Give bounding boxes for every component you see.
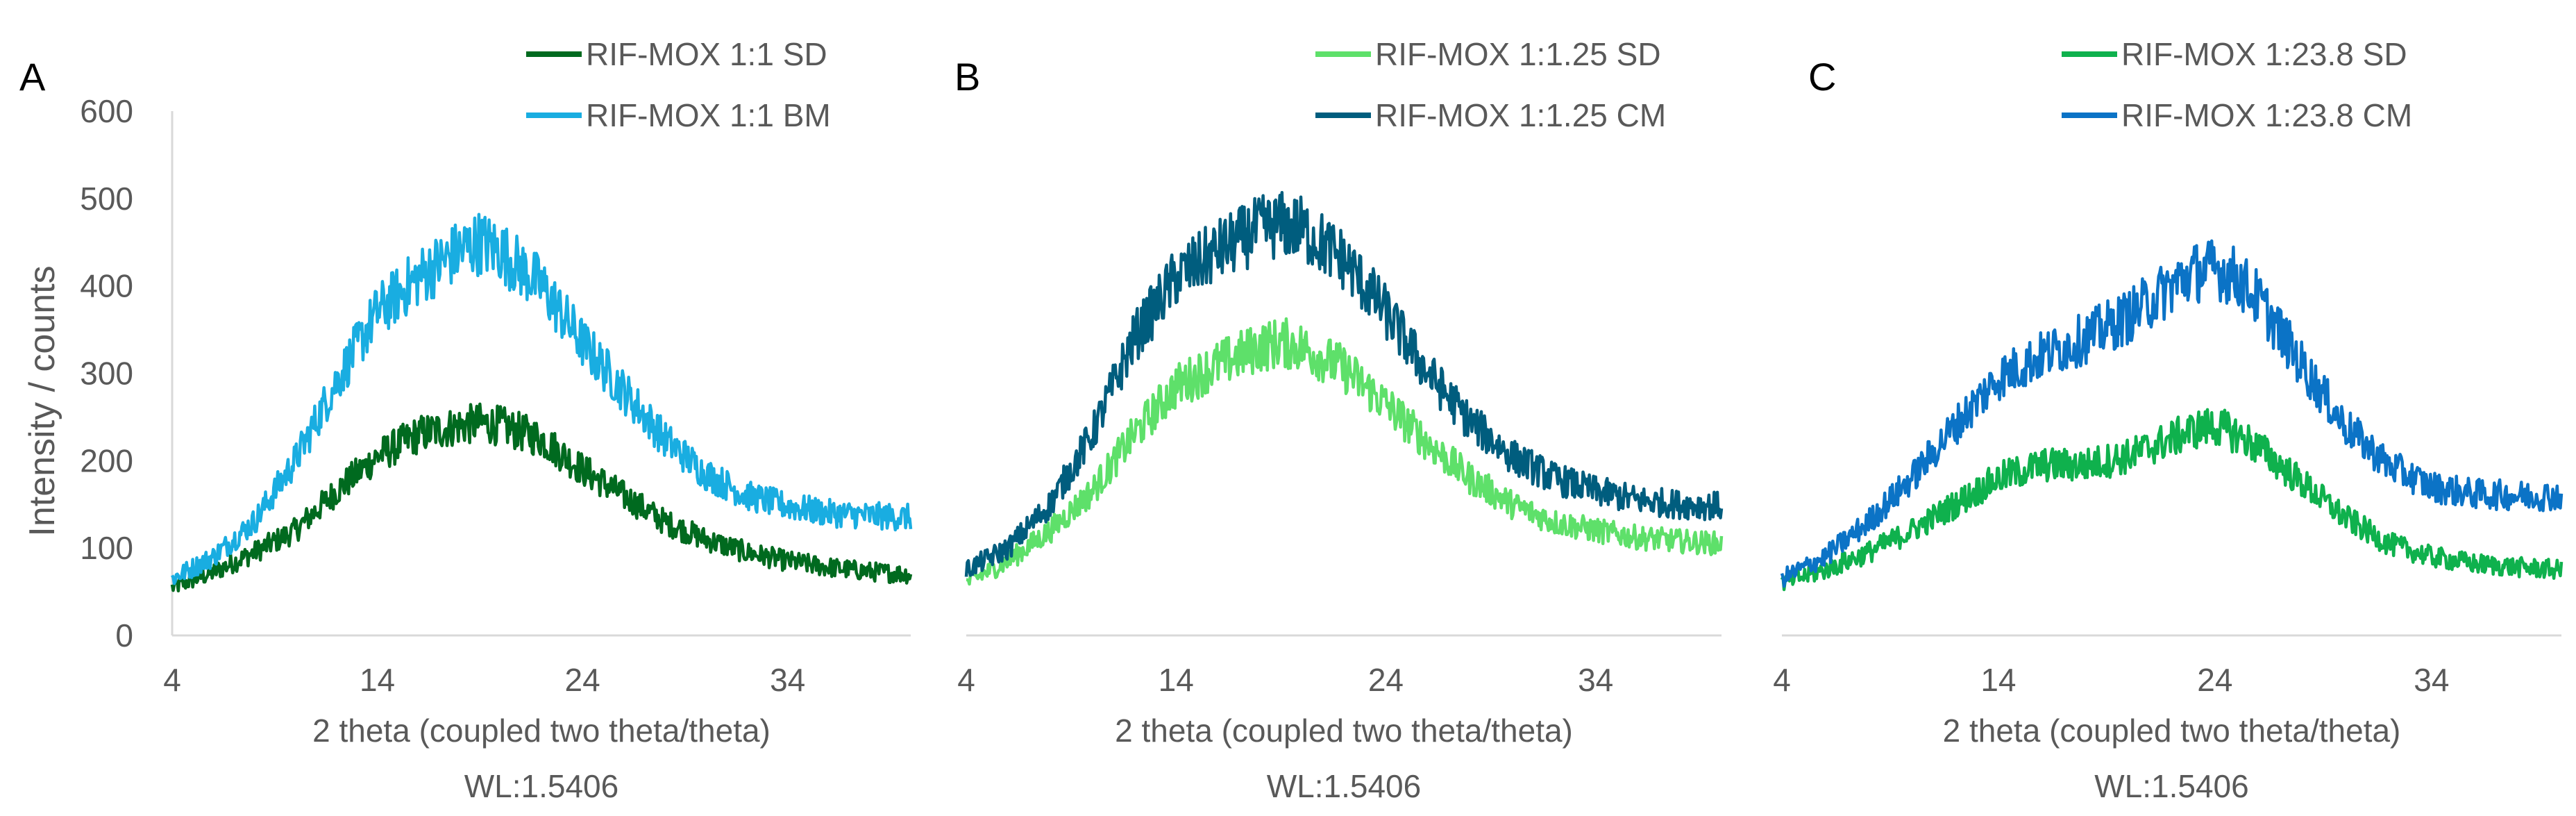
panel-b: B 4 14 24 342 theta (coupled two theta/theta…: [954, 36, 1724, 804]
y-tick-label: 0: [115, 617, 133, 653]
series-line: [171, 213, 913, 585]
y-tick-label: 500: [80, 181, 133, 217]
series-line: [1780, 239, 2564, 588]
x-tick-label: 4: [163, 662, 181, 698]
legend-label: RIF-MOX 1:1 BM: [586, 97, 831, 133]
y-tick-label: 200: [80, 442, 133, 478]
x-axis-title: 2 theta (coupled two theta/theta): [1115, 713, 1573, 749]
x-tick-label: 4: [957, 662, 975, 698]
x-axis-subtitle: WL:1.5406: [464, 768, 618, 804]
series-line: [964, 191, 1724, 577]
x-tick-label: 34: [2414, 662, 2449, 698]
panel-letter: B: [954, 55, 980, 99]
y-tick-label: 100: [80, 530, 133, 566]
x-tick-label: 4: [1773, 662, 1791, 698]
legend-label: RIF-MOX 1:23.8 CM: [2121, 97, 2412, 133]
x-axis-subtitle: WL:1.5406: [1267, 768, 1421, 804]
x-axis-subtitle: WL:1.5406: [2094, 768, 2248, 804]
x-tick-label: 34: [770, 662, 805, 698]
x-tick-label: 24: [1368, 662, 1404, 698]
panel-c: C 4 14 24 34 2 theta (coupled two theta/theta…: [1773, 36, 2564, 804]
y-tick-label: 400: [80, 268, 133, 304]
x-axis-title: 2 theta (coupled two theta/theta): [312, 713, 771, 749]
legend-label: RIF-MOX 1:23.8 SD: [2121, 36, 2407, 72]
y-tick-label: 600: [80, 93, 133, 129]
x-tick-label: 14: [1159, 662, 1194, 698]
panel-a: A 0 100 200 300 400 500 600 Intensity / counts 4 1…: [19, 36, 913, 804]
series-line: [170, 402, 913, 593]
panel-letter: C: [1808, 55, 1836, 99]
y-tick-label: 300: [80, 356, 133, 392]
x-tick-label: 34: [1578, 662, 1613, 698]
legend-label: RIF-MOX 1:1.25 SD: [1375, 36, 1661, 72]
x-tick-label: 14: [360, 662, 395, 698]
legend-label: RIF-MOX 1:1 SD: [586, 36, 827, 72]
series-line: [966, 317, 1724, 586]
x-tick-label: 14: [1980, 662, 2016, 698]
x-axis-title: 2 theta (coupled two theta/theta): [1943, 713, 2401, 749]
x-tick-label: 24: [565, 662, 600, 698]
panel-letter: A: [19, 55, 46, 99]
series-line: [1780, 408, 2564, 592]
x-tick-label: 24: [2197, 662, 2232, 698]
y-axis-title: Intensity / counts: [22, 265, 62, 536]
legend-label: RIF-MOX 1:1.25 CM: [1375, 97, 1666, 133]
